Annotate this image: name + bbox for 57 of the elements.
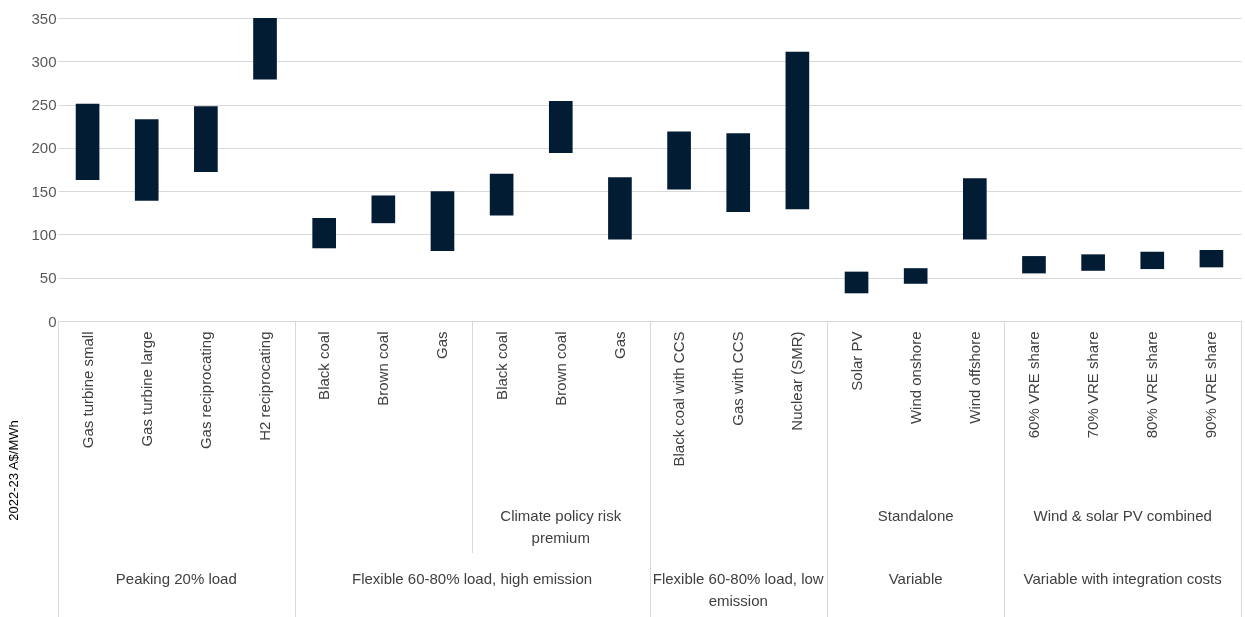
x-tick-label: 70% VRE share <box>1084 331 1102 439</box>
x-tick-label: Wind onshore <box>906 331 924 425</box>
text: Peaking 20% load <box>114 569 238 589</box>
x-tick-label: Gas <box>433 331 451 360</box>
bar <box>548 101 573 154</box>
y-tick-label: 300 <box>31 52 57 70</box>
bar <box>785 51 810 210</box>
text: Climate policy risk premium <box>499 506 623 548</box>
bar <box>726 133 751 212</box>
y-tick-label: 100 <box>31 225 57 243</box>
y-axis-title: 2022-23 A$/MWh <box>5 420 21 521</box>
text: Variable with integration costs <box>1022 569 1223 589</box>
x-tick-label: Wind offshore <box>965 331 983 424</box>
bar <box>667 131 691 190</box>
x-tick-label: H2 reciprocating <box>256 331 274 441</box>
x-tick-label: 60% VRE share <box>1024 331 1042 439</box>
x-tick-label: Gas with CCS <box>729 331 747 426</box>
y-tick-label: 50 <box>39 269 57 287</box>
x-tick-label: 80% VRE share <box>1143 331 1161 439</box>
text: Flexible 60-80% load, high emission <box>350 569 594 589</box>
bar <box>371 195 396 224</box>
x-tick-label: Black coal <box>315 331 333 400</box>
bar <box>312 217 337 249</box>
x-tick-label: Brown coal <box>374 331 392 406</box>
x-tick-label: Black coal <box>492 331 510 400</box>
bar <box>963 178 987 240</box>
bar <box>253 18 277 80</box>
x-tick-label: Nuclear (SMR) <box>788 331 806 431</box>
y-tick-label: 350 <box>31 9 57 27</box>
x-tick-label: Gas turbine large <box>137 331 155 447</box>
x-tick-label: Gas turbine small <box>78 331 96 449</box>
bar <box>1022 256 1046 274</box>
x-tick-label: Black coal with CCS <box>670 331 688 467</box>
x-tick-label: Gas reciprocating <box>196 331 214 450</box>
y-tick-label: 250 <box>31 96 57 114</box>
y-tick-label: 200 <box>31 139 57 157</box>
text: Flexible 60-80% load, low emission <box>651 569 825 611</box>
y-tick-label: 0 <box>48 312 57 330</box>
text: Variable <box>887 569 944 589</box>
bar <box>844 271 869 294</box>
bar <box>194 106 218 173</box>
bar <box>75 103 100 180</box>
bar <box>608 177 632 240</box>
text: Wind & solar PV combined <box>1032 506 1213 526</box>
x-tick-label: Solar PV <box>847 331 865 391</box>
x-tick-label: Gas <box>610 331 628 360</box>
x-tick-label: 90% VRE share <box>1202 331 1220 439</box>
bar <box>903 268 928 284</box>
y-tick-label: 150 <box>31 182 57 200</box>
text: Standalone <box>876 506 955 526</box>
bar <box>1081 254 1105 271</box>
bar <box>430 191 455 251</box>
bar <box>134 119 159 201</box>
bar <box>1199 250 1224 268</box>
bar <box>489 173 514 216</box>
bar <box>1140 251 1165 270</box>
x-tick-label: Brown coal <box>551 331 569 406</box>
